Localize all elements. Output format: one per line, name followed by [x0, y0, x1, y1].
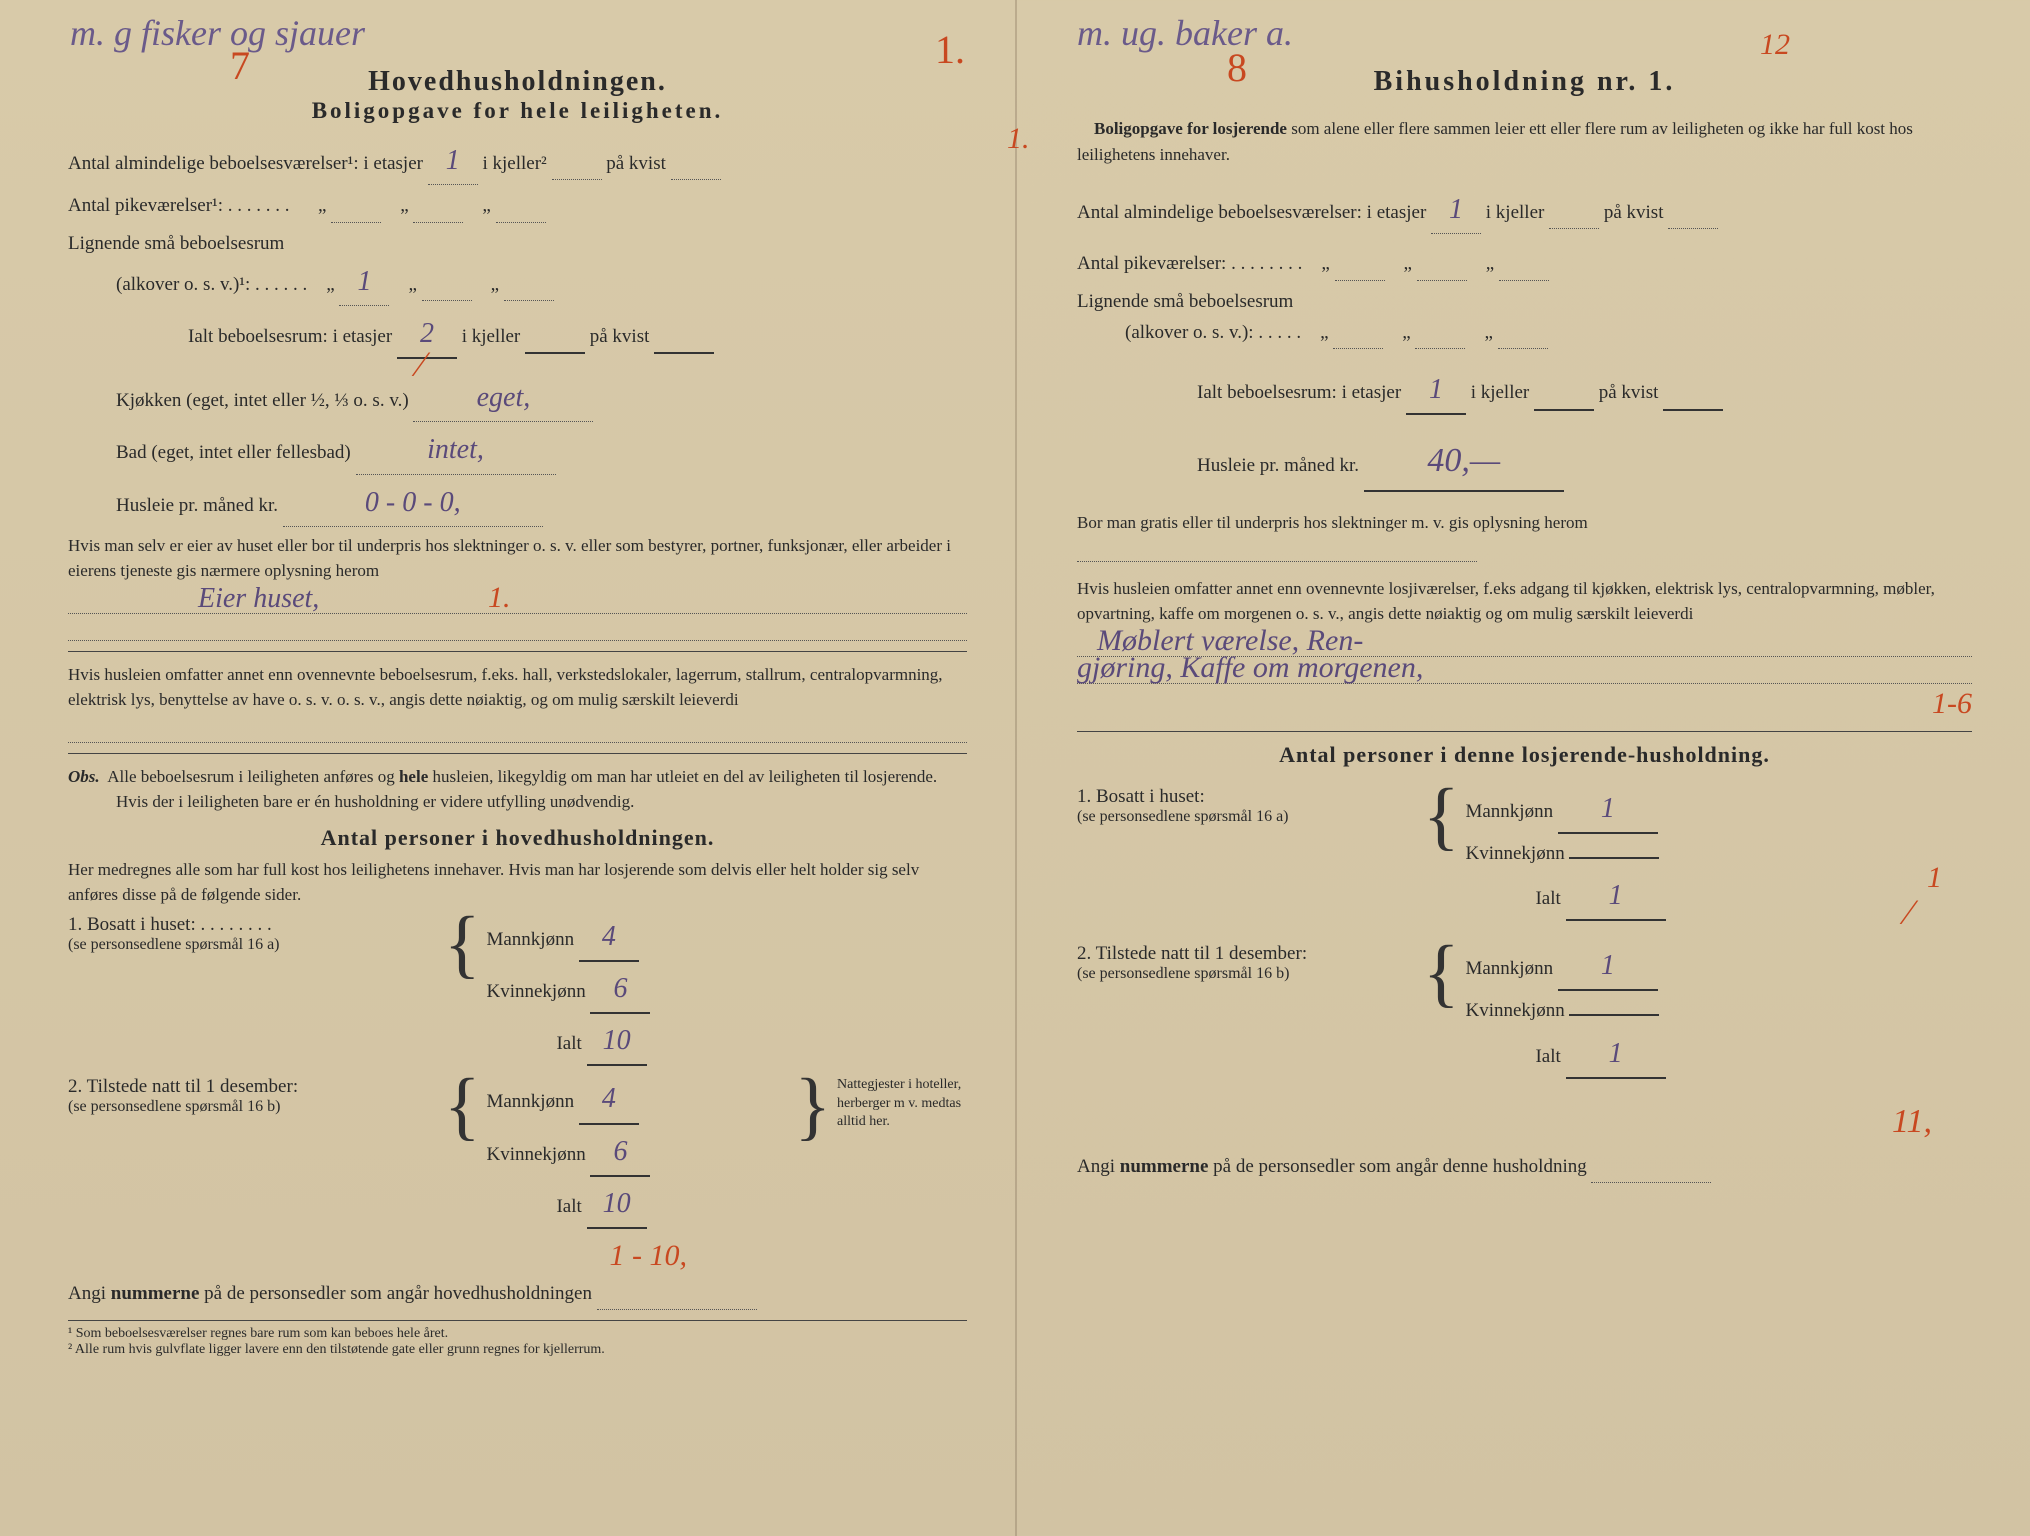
angi-line-r: Angi nummerne på de personsedler som ang… — [1077, 1151, 1972, 1183]
left-page: m. g fisker og sjauer 7 1. Hovedhusholdn… — [0, 0, 1015, 1536]
lead-para: 1. Boligopgave for losjerende som alene … — [1077, 116, 1972, 167]
rent-includes-para: Hvis husleien omfatter annet enn ovennev… — [68, 662, 967, 713]
sub-title: Boligopgave for hele leiligheten. — [68, 98, 967, 124]
bath-line: Bad (eget, intet eller fellesbad) intet, — [116, 427, 967, 474]
top-handwriting-r: m. ug. baker a. — [1077, 12, 1293, 54]
resident-count: 1. Bosatt i huset: . . . . . . . . (se p… — [68, 914, 967, 1071]
red-11: 11, — [1077, 1103, 1932, 1141]
person-count-title: Antal personer i hovedhusholdningen. — [68, 825, 967, 851]
person-count-para: Her medregnes alle som har full kost hos… — [68, 857, 967, 908]
red-mark-1: 1. — [935, 26, 965, 73]
person-count-title-r: Antal personer i denne losjerende-hushol… — [1077, 742, 1972, 768]
alcove-r: Lignende små beboelsesrum (alkover o. s.… — [1077, 286, 1972, 350]
main-title: Hovedhusholdningen. — [68, 66, 967, 98]
owner-fill-line: Eier huset, 1. — [68, 590, 967, 614]
right-page: m. ug. baker a. 8 Bihusholdning nr. 1. 1… — [1015, 0, 2030, 1536]
room-count-r: Antal almindelige beboelsesværelser: i e… — [1077, 187, 1972, 234]
maid-room-r: Antal pikeværelser: . . . . . . . . „ „ … — [1077, 248, 1972, 280]
resident-count-r: 1. Bosatt i huset: (se personsedlene spø… — [1077, 786, 1972, 926]
top-handwriting: m. g fisker og sjauer — [70, 12, 365, 54]
red-mark-7: 7 — [230, 42, 250, 89]
maid-room-line: Antal pikeværelser¹: . . . . . . . „ „ „ — [68, 190, 967, 222]
footnotes: ¹ Som beboelsesværelser regnes bare rum … — [68, 1320, 967, 1358]
red-16: 1-6 — [1077, 687, 1972, 721]
angi-line: Angi nummerne på de personsedler som ang… — [68, 1278, 967, 1310]
alcove-line: Lignende små beboelsesrum (alkover o. s.… — [68, 228, 967, 307]
present-dec1-count: 2. Tilstede natt til 1 desember: (se per… — [68, 1076, 967, 1233]
red-mark-8: 8 — [1227, 44, 1247, 91]
gratis-para: Bor man gratis eller til underpris hos s… — [1077, 510, 1972, 562]
rent-line: Husleie pr. måned kr. 0 - 0 - 0, — [116, 480, 967, 527]
obs-para: Obs. Alle beboelsesrum i leiligheten anf… — [68, 764, 967, 815]
kitchen-line: Kjøkken (eget, intet eller ½, ⅓ o. s. v.… — [116, 375, 967, 422]
hw-line-2: gjøring, Kaffe om morgenen, — [1077, 660, 1972, 684]
total-rooms-line: Ialt beboelsesrum: i etasjer 2 i kjeller… — [188, 311, 967, 359]
owner-para: Hvis man selv er eier av huset eller bor… — [68, 533, 967, 584]
red-range: 1 - 10, — [68, 1239, 687, 1273]
includes-para-r: Hvis husleien omfatter annet enn ovennev… — [1077, 576, 1972, 627]
main-title-r: Bihusholdning nr. 1. — [1077, 66, 1972, 98]
present-dec1-r: 2. Tilstede natt til 1 desember: (se per… — [1077, 943, 1972, 1083]
room-count-line: Antal almindelige beboelsesværelser¹: i … — [68, 138, 967, 185]
rent-r: Husleie pr. måned kr. 40,— — [1197, 433, 1972, 491]
total-rooms-r: Ialt beboelsesrum: i etasjer 1 i kjeller… — [1197, 367, 1972, 415]
